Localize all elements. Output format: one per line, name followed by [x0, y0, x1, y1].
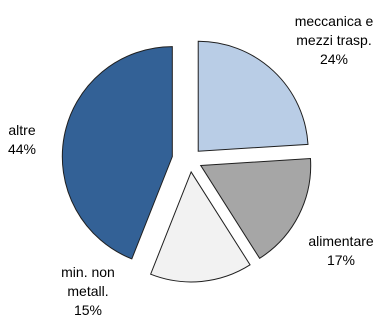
label-percent: 17%	[326, 252, 356, 268]
label-line: mezzi trasp.	[296, 32, 372, 48]
label-percent: 44%	[7, 141, 37, 157]
slice-label-altre: altre 44%	[2, 121, 42, 159]
label-percent: 15%	[73, 302, 103, 318]
slice-label-meccanica: meccanica e mezzi trasp. 24%	[288, 12, 380, 69]
label-line: min. non	[61, 264, 115, 280]
slice-label-min-non-metall: min. non metall. 15%	[48, 263, 128, 320]
label-line: metall.	[67, 283, 109, 299]
slice-altre	[61, 46, 173, 260]
slice-alimentare	[199, 158, 312, 260]
label-line: alimentare	[308, 233, 374, 249]
slice-min-non-metall	[149, 170, 251, 283]
slice-meccanica	[197, 40, 309, 152]
label-line: meccanica e	[294, 13, 374, 29]
slice-label-alimentare: alimentare 17%	[300, 232, 382, 270]
label-line: altre	[8, 122, 36, 138]
label-percent: 24%	[319, 51, 349, 67]
